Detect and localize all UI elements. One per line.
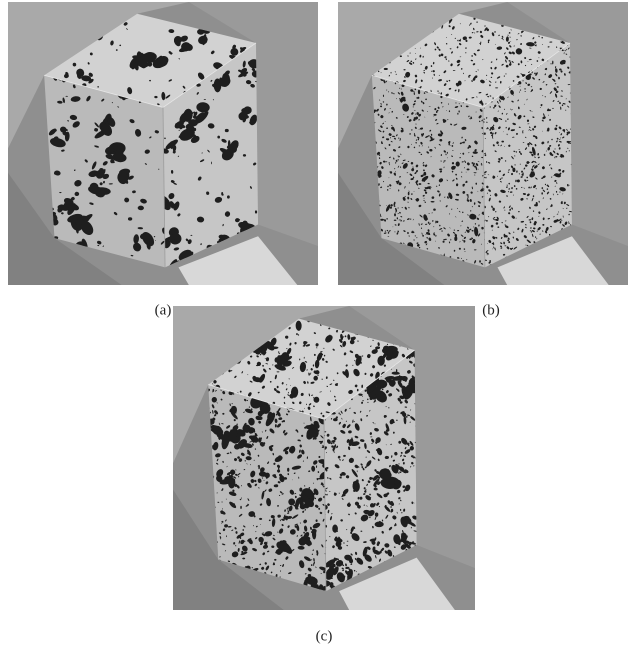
figure: (a) (b) (c) <box>0 0 629 650</box>
pore <box>287 468 289 472</box>
cube-face <box>372 75 485 267</box>
pore <box>394 220 397 221</box>
panel-label: (c) <box>316 628 333 644</box>
pore <box>394 213 396 216</box>
panel-label: (a) <box>155 302 172 318</box>
pore <box>358 447 360 449</box>
pore <box>319 441 322 443</box>
render-image <box>173 306 475 610</box>
pore <box>138 206 144 211</box>
render-image <box>8 2 318 285</box>
pore <box>506 65 509 68</box>
pore <box>497 101 498 103</box>
panel-label: (b) <box>482 302 500 318</box>
pore <box>275 424 277 427</box>
pore <box>339 412 340 414</box>
pore <box>510 62 512 63</box>
pore <box>322 354 323 356</box>
pore <box>424 198 425 199</box>
pore <box>250 464 251 465</box>
pore <box>380 105 382 107</box>
pore <box>298 329 299 330</box>
render-image <box>338 2 628 285</box>
page: (a) (b) (c) (() => { const data = JSON.p… <box>0 0 629 650</box>
panels <box>8 2 628 610</box>
pore <box>59 192 61 193</box>
pore <box>450 239 451 241</box>
pore <box>516 133 518 135</box>
pore <box>193 128 196 131</box>
